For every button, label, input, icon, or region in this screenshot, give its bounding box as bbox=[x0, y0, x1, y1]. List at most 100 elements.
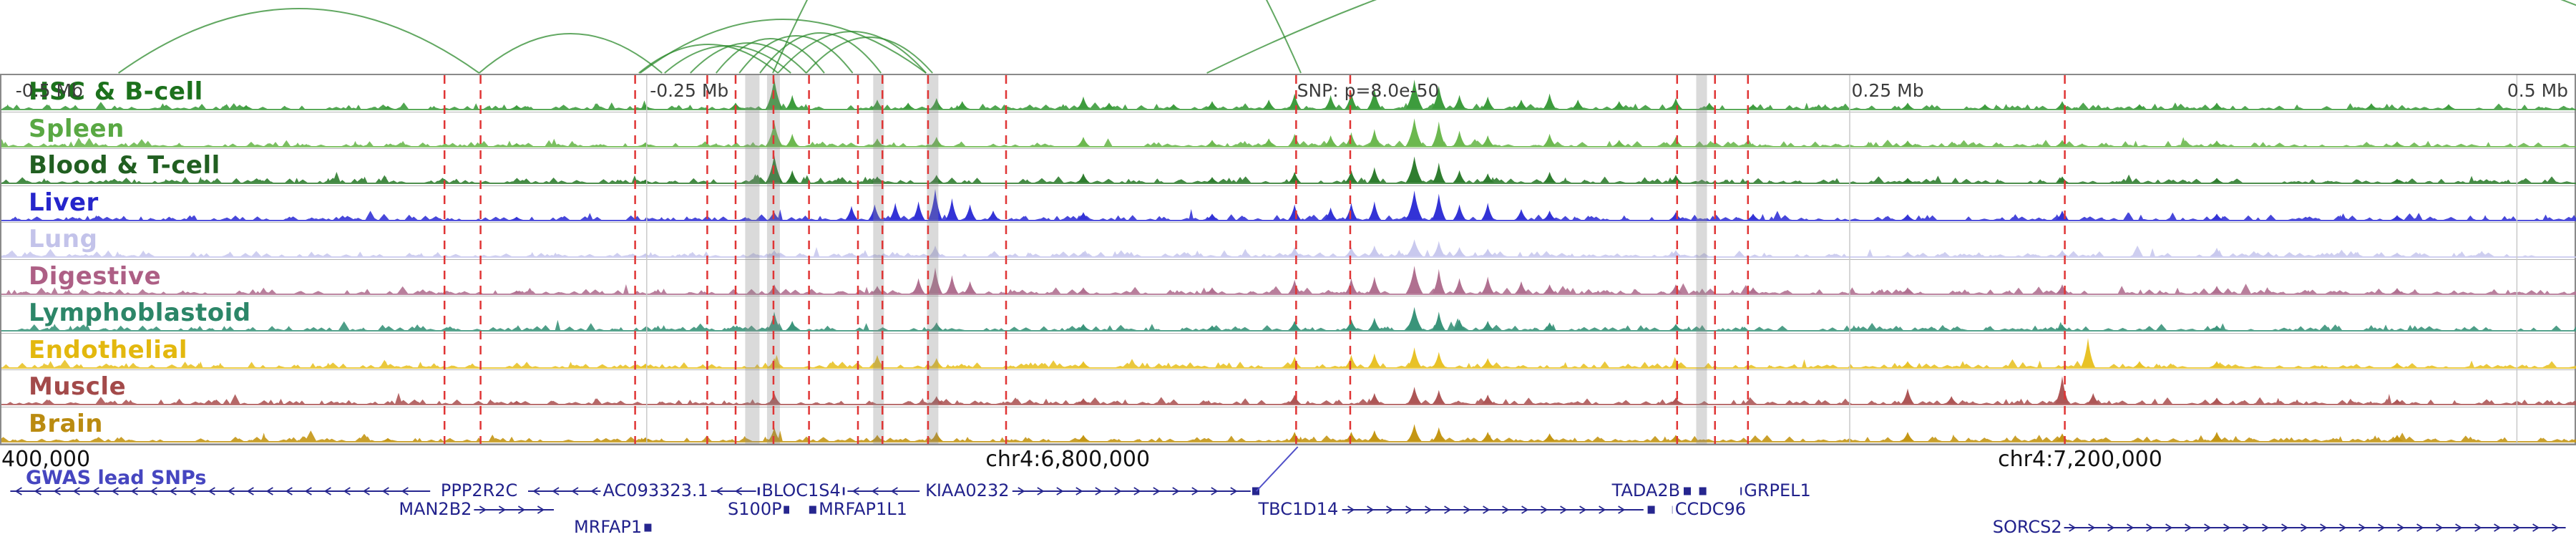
snp-pvalue-label: SNP: p=8.0e-50 bbox=[1297, 80, 1440, 101]
track-label-brain: Brain bbox=[29, 409, 103, 438]
track-label-spleen: Spleen bbox=[29, 114, 125, 143]
gene-exon bbox=[809, 505, 816, 514]
annotation-panel: 400,000 chr4:6,800,000 chr4:7,200,000 GW… bbox=[0, 445, 2576, 537]
track-row-lung[interactable]: Lung bbox=[1, 223, 2576, 260]
strand-arrows bbox=[2069, 523, 2560, 532]
gene-label-mrfap1[interactable]: MRFAP1 bbox=[572, 517, 645, 537]
strand-arrows bbox=[852, 487, 898, 495]
signal-plot bbox=[1, 376, 2576, 405]
gene-exon bbox=[1684, 487, 1691, 495]
region-label-minus-0-25mb: -0.25 Mb bbox=[650, 80, 729, 101]
region-label-minus-0-5mb: -0.5 Mb bbox=[15, 80, 83, 101]
strand-arrows bbox=[479, 505, 545, 514]
strand-arrows bbox=[1347, 505, 1626, 514]
signal-tracks-panel: HSC & B-cell Spleen Blood & T-cell Liver… bbox=[0, 74, 2576, 445]
gene-exon bbox=[782, 505, 789, 514]
interaction-arc bbox=[638, 44, 779, 74]
gene-label-ppp2r2c[interactable]: PPP2R2C bbox=[438, 480, 520, 500]
track-row-muscle[interactable]: Muscle bbox=[1, 370, 2576, 407]
signal-peaks bbox=[510, 117, 2404, 146]
track-row-brain[interactable]: Brain bbox=[1, 407, 2576, 444]
track-row-digestive[interactable]: Digestive bbox=[1, 260, 2576, 296]
track-label-endothelial: Endothelial bbox=[29, 335, 188, 364]
track-label-blood-t-cell: Blood & T-cell bbox=[29, 151, 220, 180]
gene-label-ac093323.1[interactable]: AC093323.1 bbox=[600, 480, 711, 500]
snp-pointer-line bbox=[1255, 446, 1299, 492]
signal-plot bbox=[1, 306, 2576, 332]
gene-label-kiaa0232[interactable]: KIAA0232 bbox=[923, 480, 1012, 500]
interaction-arc bbox=[640, 19, 927, 74]
gene-label-tada2b[interactable]: TADA2B bbox=[1609, 480, 1683, 500]
interaction-arc bbox=[478, 33, 663, 74]
track-row-hsc-b-cell[interactable]: HSC & B-cell bbox=[1, 75, 2576, 112]
strand-arrows bbox=[1018, 487, 1238, 495]
gene-label-sorcs2[interactable]: SORCS2 bbox=[1990, 517, 2064, 537]
gene-exon bbox=[1699, 487, 1707, 495]
gene-label-bloc1s4[interactable]: BLOC1S4 bbox=[759, 480, 843, 500]
chromatin-arcs-track bbox=[118, 0, 2576, 74]
track-row-lymphoblastoid[interactable]: Lymphoblastoid bbox=[1, 296, 2576, 334]
signal-plot bbox=[1, 265, 2576, 295]
track-row-spleen[interactable]: Spleen bbox=[1, 112, 2576, 149]
signal-noise bbox=[1, 172, 2572, 183]
interaction-arc bbox=[738, 35, 854, 74]
coordinate-left: 400,000 bbox=[1, 447, 91, 472]
signal-noise bbox=[6, 392, 2576, 404]
signal-peaks bbox=[510, 188, 2404, 220]
signal-noise bbox=[2, 354, 2576, 367]
interaction-arc bbox=[772, 0, 1302, 74]
gene-track bbox=[10, 446, 2566, 532]
signal-plot bbox=[1, 337, 2576, 369]
track-row-liver[interactable]: Liver bbox=[1, 186, 2576, 223]
track-label-digestive: Digestive bbox=[29, 261, 162, 291]
interaction-arc bbox=[118, 8, 480, 74]
gene-label-grpel1[interactable]: GRPEL1 bbox=[1742, 480, 1813, 500]
track-row-blood-t-cell[interactable]: Blood & T-cell bbox=[1, 149, 2576, 186]
region-label-0-5mb: 0.5 Mb bbox=[2507, 80, 2569, 101]
signal-noise bbox=[17, 318, 2576, 330]
gene-exon bbox=[1252, 487, 1259, 495]
gene-label-ccdc96[interactable]: CCDC96 bbox=[1672, 499, 1749, 519]
signal-peaks bbox=[639, 337, 2404, 367]
gene-exon bbox=[644, 523, 652, 532]
coordinate-right: chr4:7,200,000 bbox=[1998, 447, 2162, 472]
gwas-lead-snps-label: GWAS lead SNPs bbox=[26, 467, 207, 489]
track-label-muscle: Muscle bbox=[29, 372, 127, 401]
signal-noise bbox=[1, 246, 2536, 256]
signal-plot bbox=[1, 155, 2576, 184]
interaction-arc bbox=[1206, 0, 2576, 74]
gene-exon bbox=[1647, 505, 1655, 514]
interaction-arc bbox=[806, 37, 933, 74]
strand-arrows bbox=[715, 487, 743, 495]
region-label-0-25mb: 0.25 Mb bbox=[1851, 80, 1924, 101]
strand-arrows bbox=[532, 487, 598, 495]
gene-label-man2b2[interactable]: MAN2B2 bbox=[396, 499, 474, 519]
coordinate-center: chr4:6,800,000 bbox=[985, 447, 1151, 472]
gene-label-s100p[interactable]: S100P bbox=[726, 499, 784, 519]
signal-peaks bbox=[381, 423, 2404, 441]
track-label-lung: Lung bbox=[29, 225, 98, 253]
track-label-lymphoblastoid: Lymphoblastoid bbox=[29, 299, 251, 327]
gene-label-tbc1d14[interactable]: TBC1D14 bbox=[1256, 499, 1341, 519]
interaction-arc bbox=[716, 38, 825, 74]
signal-plot bbox=[1, 188, 2576, 221]
signal-peaks bbox=[510, 376, 2404, 404]
signal-noise bbox=[1, 430, 2576, 441]
signal-plot bbox=[1, 239, 2576, 258]
gene-label-mrfap1l1[interactable]: MRFAP1L1 bbox=[816, 499, 909, 519]
track-label-liver: Liver bbox=[29, 188, 99, 217]
interaction-arc bbox=[690, 42, 807, 74]
track-row-endothelial[interactable]: Endothelial bbox=[1, 334, 2576, 370]
interaction-arc bbox=[777, 31, 927, 74]
signal-peaks bbox=[639, 155, 2404, 183]
signal-peaks bbox=[240, 78, 2455, 109]
interaction-arc bbox=[664, 45, 791, 74]
signal-plot bbox=[1, 117, 2576, 147]
signal-noise bbox=[1, 136, 2570, 146]
track-label-hsc-b-cell: HSC & B-cell bbox=[29, 77, 203, 106]
strand-arrows bbox=[14, 487, 409, 495]
interaction-arc bbox=[759, 32, 882, 74]
signal-plot bbox=[1, 423, 2576, 442]
signal-noise bbox=[6, 283, 2576, 294]
